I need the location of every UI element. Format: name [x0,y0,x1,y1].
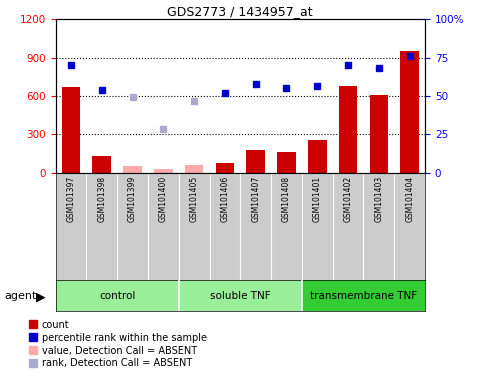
Legend: count, percentile rank within the sample, value, Detection Call = ABSENT, rank, : count, percentile rank within the sample… [29,320,207,369]
Bar [62,87,80,173]
Bar [123,166,142,173]
Text: GSM101401: GSM101401 [313,176,322,222]
Bar [308,140,327,173]
Bar [92,156,111,173]
Bar [246,150,265,173]
Text: GSM101402: GSM101402 [343,176,353,222]
Bar [369,95,388,173]
Bar [179,280,302,311]
Text: GSM101404: GSM101404 [405,176,414,222]
Text: agent: agent [5,291,37,301]
Text: transmembrane TNF: transmembrane TNF [310,291,417,301]
Text: GSM101408: GSM101408 [282,176,291,222]
Bar [302,280,425,311]
Text: GSM101403: GSM101403 [374,176,384,222]
Bar [154,169,172,173]
Bar [277,152,296,173]
Bar [339,86,357,173]
Bar [215,162,234,173]
Text: GSM101406: GSM101406 [220,176,229,222]
Bar [400,51,419,173]
Text: GSM101397: GSM101397 [67,176,75,222]
Bar [56,280,179,311]
Text: soluble TNF: soluble TNF [210,291,270,301]
Text: control: control [99,291,135,301]
Text: GSM101398: GSM101398 [97,176,106,222]
Text: GSM101400: GSM101400 [159,176,168,222]
Text: GSM101405: GSM101405 [190,176,199,222]
Title: GDS2773 / 1434957_at: GDS2773 / 1434957_at [168,5,313,18]
Text: GSM101407: GSM101407 [251,176,260,222]
Text: GSM101399: GSM101399 [128,176,137,222]
Text: ▶: ▶ [36,290,46,303]
Bar [185,165,203,173]
